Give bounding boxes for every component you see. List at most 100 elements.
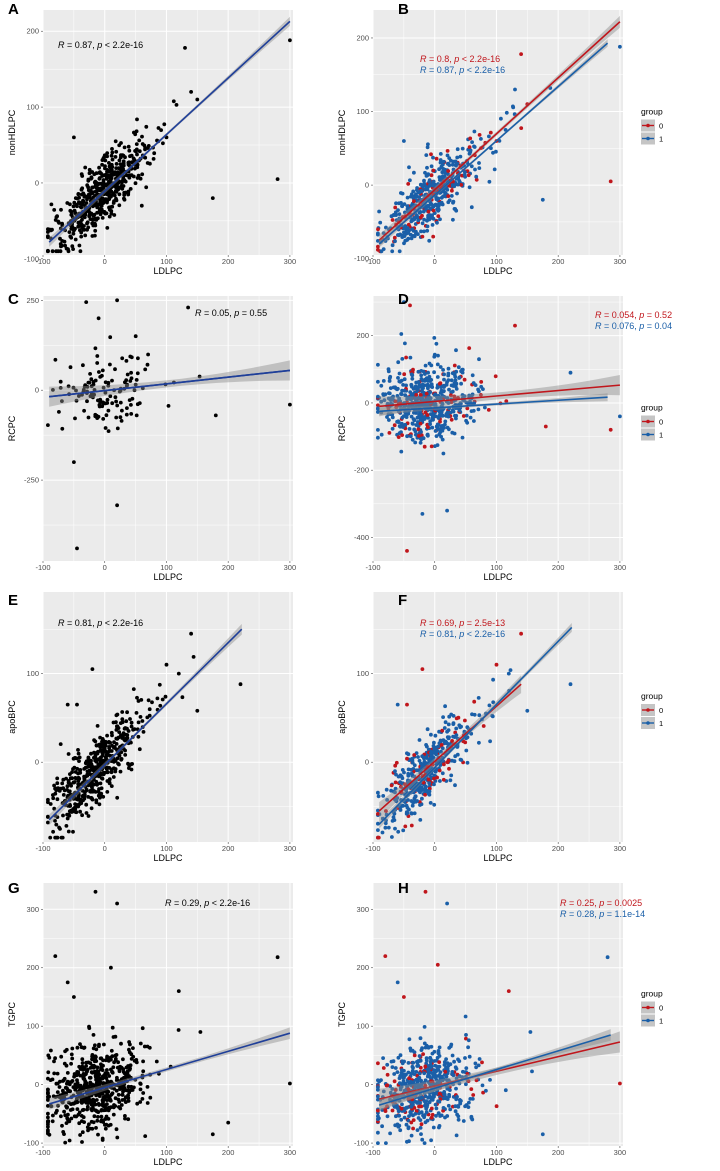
data-point [414, 411, 418, 415]
data-point [129, 370, 134, 375]
data-point [101, 417, 106, 421]
data-point [422, 1025, 427, 1029]
data-point [64, 1092, 69, 1096]
data-point [530, 1069, 534, 1074]
data-point [608, 179, 613, 184]
data-point [491, 677, 495, 682]
data-point [79, 230, 84, 235]
data-point [426, 416, 430, 420]
data-point [378, 220, 383, 225]
data-point [116, 1092, 121, 1097]
data-point [441, 777, 446, 782]
data-point [101, 1099, 105, 1103]
data-point [406, 771, 411, 776]
data-point [183, 46, 187, 50]
data-point [376, 1061, 380, 1066]
data-point [451, 721, 456, 725]
data-point [503, 127, 508, 132]
data-point [110, 204, 115, 209]
data-point [58, 226, 63, 231]
x-tick-label: 300 [284, 1148, 297, 1157]
data-point [138, 1087, 143, 1092]
data-point [60, 239, 65, 243]
data-point [391, 1059, 396, 1064]
data-point [390, 243, 395, 248]
points [46, 38, 292, 254]
data-point [110, 150, 115, 155]
data-point [46, 1091, 50, 1096]
correlation-annotation-1: R = 0.076, p = 0.04 [595, 321, 672, 331]
data-point [86, 783, 91, 788]
data-point [393, 786, 398, 791]
data-point [119, 757, 124, 761]
data-point [123, 190, 128, 195]
legend-label-0: 0 [659, 418, 663, 427]
data-point [91, 1046, 96, 1051]
data-point [391, 385, 396, 390]
data-point [80, 1061, 85, 1065]
data-point [442, 372, 446, 377]
data-point [107, 766, 112, 770]
data-point [96, 1073, 101, 1078]
x-tick-label: -100 [365, 257, 380, 266]
data-point [504, 110, 509, 115]
data-point [384, 809, 388, 813]
data-point [99, 1118, 104, 1123]
data-point [121, 1070, 126, 1074]
data-point [112, 213, 117, 217]
data-point [81, 1068, 85, 1072]
panel-letter: C [8, 291, 19, 308]
data-point [75, 1070, 80, 1074]
data-point [404, 1122, 409, 1127]
data-point [406, 1087, 411, 1092]
data-point [463, 740, 468, 745]
data-point [386, 369, 391, 374]
data-point [376, 244, 380, 249]
data-point [456, 182, 460, 187]
data-point [504, 399, 509, 403]
data-point [403, 210, 407, 215]
data-point [438, 1070, 443, 1074]
x-axis-label: LDLPC [153, 266, 183, 276]
data-point [412, 1106, 417, 1110]
data-point [436, 416, 441, 420]
data-point [90, 667, 95, 671]
data-point [442, 762, 446, 767]
data-point [93, 179, 98, 184]
data-point [99, 748, 103, 752]
data-point [83, 765, 88, 770]
data-point [412, 811, 417, 816]
data-point [425, 187, 430, 192]
data-point [107, 1074, 112, 1078]
data-point [477, 1057, 482, 1061]
data-point [445, 1078, 449, 1082]
data-point [410, 422, 415, 426]
data-point [117, 158, 122, 163]
data-point [53, 791, 58, 796]
data-point [463, 718, 467, 723]
x-tick-label: 300 [614, 844, 627, 853]
data-point [411, 189, 416, 194]
data-point [141, 1069, 146, 1074]
data-point [410, 203, 414, 208]
data-point [448, 778, 453, 783]
data-point [468, 148, 473, 153]
y-tick-label: 0 [35, 178, 39, 187]
data-point [92, 172, 97, 177]
data-point [114, 415, 119, 420]
data-point [396, 376, 400, 380]
data-point [55, 797, 60, 802]
data-point [487, 134, 491, 139]
x-tick-label: 200 [222, 1148, 235, 1157]
data-point [109, 965, 113, 970]
data-point [446, 1103, 451, 1108]
data-point [452, 207, 457, 211]
data-point [110, 171, 115, 176]
data-point [406, 1126, 411, 1131]
data-point [417, 785, 422, 790]
y-axis-label: apoBPC [337, 700, 347, 734]
data-point [433, 1102, 438, 1107]
data-point [417, 1054, 422, 1058]
legend-key-point [646, 708, 650, 712]
